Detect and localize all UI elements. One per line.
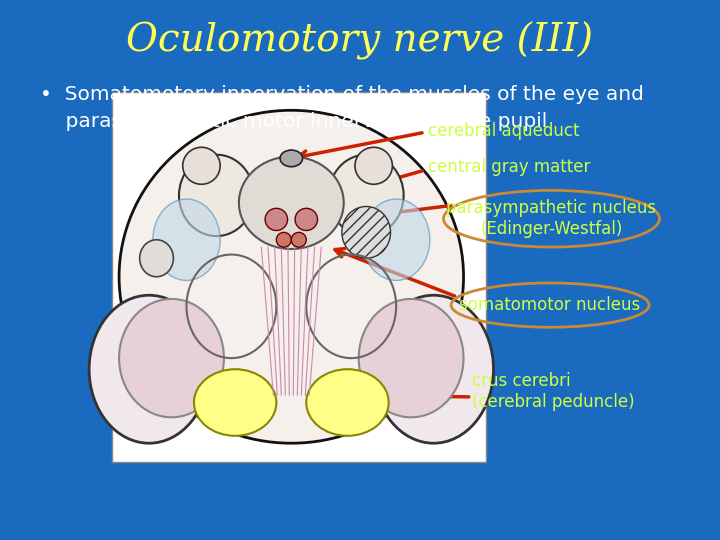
Ellipse shape <box>265 208 287 231</box>
Ellipse shape <box>374 295 493 443</box>
Ellipse shape <box>276 232 292 247</box>
Ellipse shape <box>140 240 174 276</box>
Ellipse shape <box>292 232 306 247</box>
Ellipse shape <box>89 295 209 443</box>
Ellipse shape <box>119 110 464 443</box>
Ellipse shape <box>153 199 220 280</box>
Ellipse shape <box>342 206 390 258</box>
Text: Oculomotory nerve (III): Oculomotory nerve (III) <box>127 21 593 60</box>
Text: •  Somatomotory innervation of the muscles of the eye and: • Somatomotory innervation of the muscle… <box>40 85 644 104</box>
Ellipse shape <box>179 154 254 236</box>
Ellipse shape <box>306 369 389 436</box>
Ellipse shape <box>329 154 404 236</box>
Ellipse shape <box>280 150 302 167</box>
Ellipse shape <box>194 369 276 436</box>
Ellipse shape <box>183 147 220 184</box>
Text: parasympathetic nucleus
(Edinger-Westfal): parasympathetic nucleus (Edinger-Westfal… <box>446 199 657 238</box>
Text: somatomotor nucleus: somatomotor nucleus <box>459 296 641 314</box>
Text: cerebral aqueduct: cerebral aqueduct <box>428 122 580 140</box>
Text: parasympathetic motor innervation to the pupil: parasympathetic motor innervation to the… <box>40 112 547 131</box>
Text: crus cerebri
(cerebral peduncle): crus cerebri (cerebral peduncle) <box>472 372 634 411</box>
FancyBboxPatch shape <box>112 92 486 462</box>
Ellipse shape <box>359 299 464 417</box>
Ellipse shape <box>362 199 430 280</box>
Ellipse shape <box>355 147 392 184</box>
Ellipse shape <box>295 208 318 231</box>
Ellipse shape <box>239 157 343 249</box>
Ellipse shape <box>119 299 224 417</box>
Text: central gray matter: central gray matter <box>428 158 591 177</box>
